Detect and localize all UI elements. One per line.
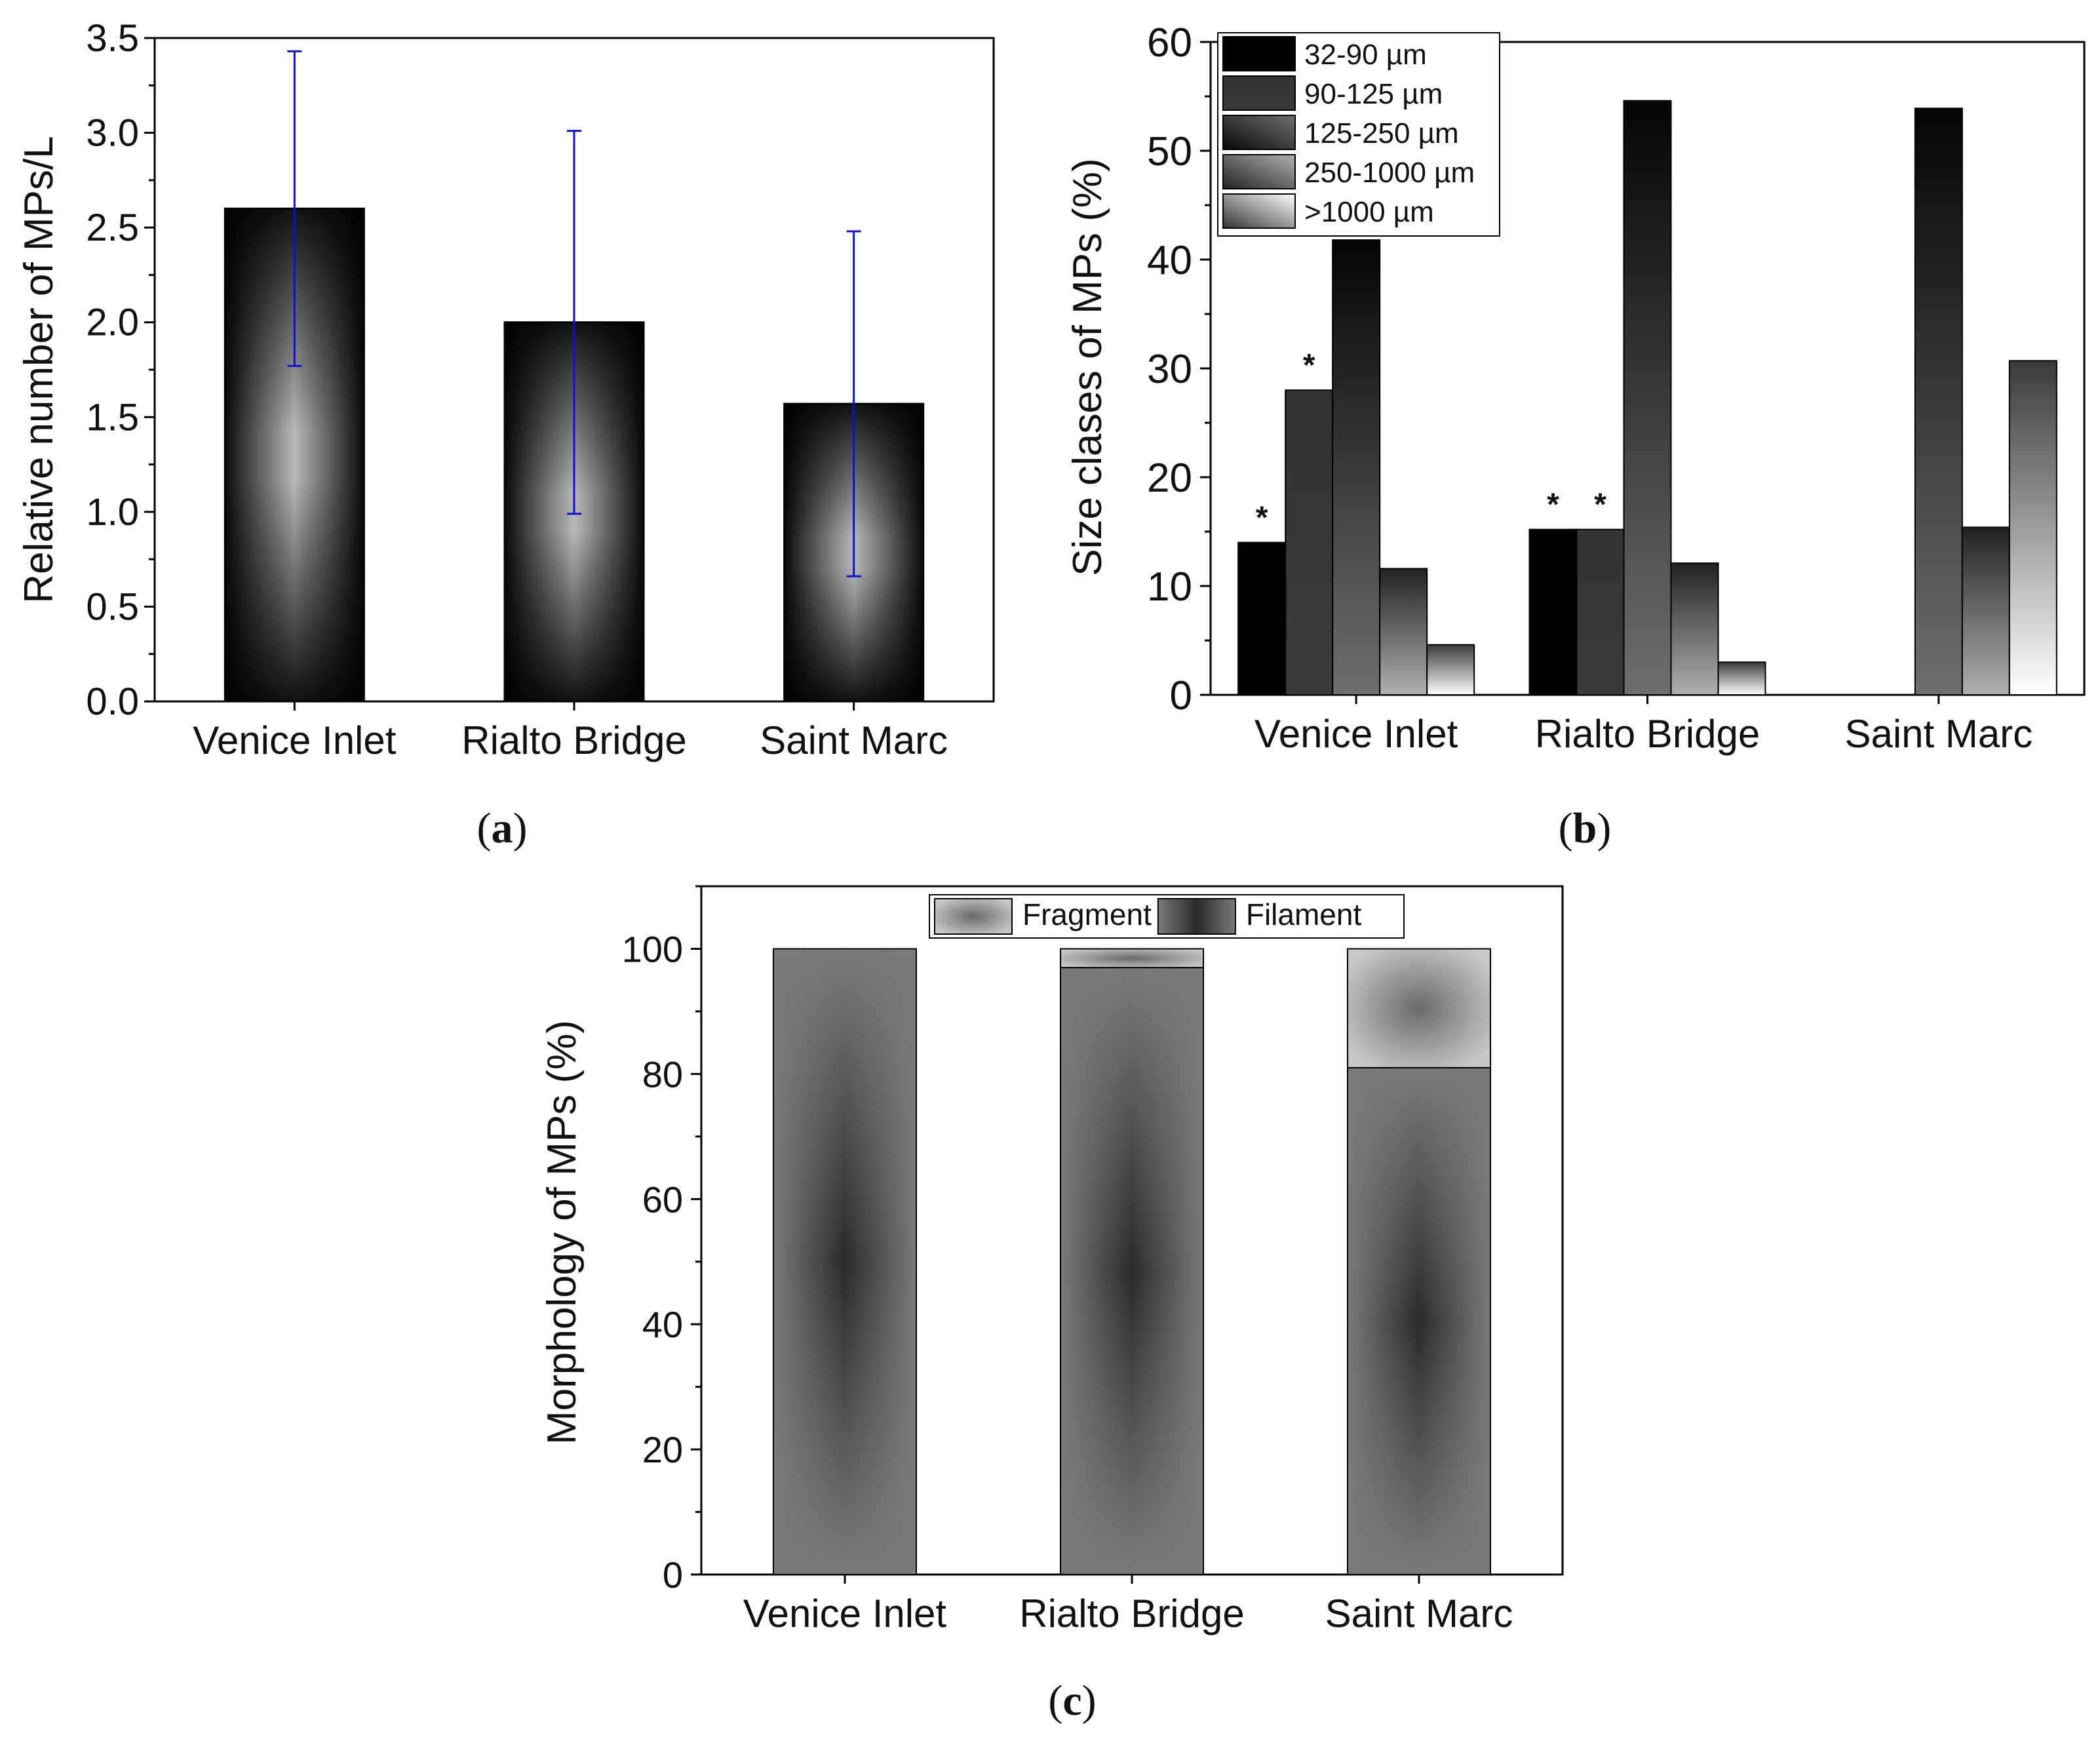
y-tick-label: 60 — [642, 1179, 683, 1220]
y-tick-label: 100 — [622, 928, 683, 969]
x-tick-label: Venice Inlet — [193, 718, 397, 762]
bar — [1670, 562, 1719, 696]
bar — [1717, 661, 1766, 696]
legend-swatch — [1222, 36, 1296, 71]
bar — [2008, 360, 2057, 695]
bar-fragment — [1060, 948, 1204, 969]
significance-marker: * — [1256, 501, 1268, 536]
y-tick-label: 40 — [642, 1304, 683, 1345]
bar — [1237, 541, 1287, 695]
y-tick-label: 3.0 — [86, 112, 139, 155]
legend-label: 250-1000 µm — [1304, 157, 1475, 189]
bar — [1914, 108, 1963, 695]
bar-filament-shade — [773, 949, 916, 1575]
x-tick-label: Rialto Bridge — [1019, 1592, 1245, 1635]
bar — [1332, 239, 1381, 695]
legend-label: 32-90 µm — [1304, 39, 1427, 71]
y-axis-label-a: Relative number of MPs/L — [16, 136, 62, 603]
y-tick-label: 0 — [663, 1554, 683, 1596]
panel-label-a: (a) — [477, 804, 528, 852]
x-tick-label: Rialto Bridge — [461, 718, 687, 762]
significance-marker: * — [1594, 488, 1606, 522]
significance-marker: * — [1303, 348, 1315, 383]
y-tick-label: 1.0 — [86, 491, 139, 534]
legend-swatch — [1222, 75, 1296, 111]
legend-label: 90-125 µm — [1304, 78, 1443, 110]
legend-swatch — [1222, 193, 1296, 229]
panel-c: 0 20 40 60 80 100 Venice Inlet Rialto Bridge Sa… — [539, 885, 1564, 1725]
y-tick-label: 20 — [642, 1429, 683, 1470]
significance-marker: * — [1547, 488, 1559, 522]
y-tick-label: 1.5 — [86, 396, 139, 439]
panel-label-b: (b) — [1559, 804, 1612, 852]
legend-label: Fragment — [1022, 897, 1152, 931]
panel-label-c: (c) — [1048, 1677, 1096, 1725]
y-tick-label: 0 — [1170, 673, 1192, 718]
bar — [1426, 644, 1475, 696]
y-tick-label: 60 — [1147, 20, 1192, 66]
bar — [1961, 526, 2010, 695]
x-tick-label: Saint Marc — [1325, 1592, 1513, 1635]
bar-filament-shade — [1060, 968, 1203, 1575]
bar — [1285, 389, 1334, 695]
panel-b: * * * * 0 10 20 30 40 50 60 Venice Inlet Rialto Br… — [1065, 20, 2086, 852]
y-tick-label: 2.5 — [86, 206, 139, 249]
legend-swatch — [1222, 154, 1296, 189]
y-tick-label: 80 — [642, 1053, 683, 1095]
y-tick-label: 20 — [1147, 456, 1192, 501]
bar — [1623, 100, 1672, 695]
legend-label: Filament — [1246, 897, 1362, 931]
legend-swatch — [1157, 898, 1236, 935]
bar-fragment — [1347, 948, 1491, 1068]
bar — [1379, 568, 1428, 695]
y-tick-label: 40 — [1147, 238, 1192, 283]
y-axis-label-b: Size clases of MPs (%) — [1065, 158, 1110, 576]
bar — [1576, 528, 1625, 695]
legend-c: Fragment Filament — [929, 894, 1405, 939]
panel-a: 0.0 0.5 1.0 1.5 2.0 2.5 3.0 3.5 Venice Inlet Ria… — [16, 17, 995, 852]
legend-label: >1000 µm — [1304, 196, 1434, 228]
x-tick-label: Venice Inlet — [743, 1592, 947, 1635]
y-tick-label: 50 — [1147, 129, 1192, 174]
x-tick-label: Venice Inlet — [1254, 712, 1458, 756]
x-tick-label: Saint Marc — [760, 718, 948, 762]
x-tick-label: Saint Marc — [1844, 712, 2032, 756]
y-tick-label: 0.5 — [86, 585, 139, 628]
legend-swatch — [934, 898, 1013, 935]
y-tick-label: 0.0 — [86, 680, 139, 723]
bar — [1528, 528, 1578, 695]
y-tick-label: 2.0 — [86, 302, 139, 344]
bar-filament-shade — [1348, 1067, 1490, 1575]
y-axis-label-c: Morphology of MPs (%) — [539, 1020, 585, 1445]
x-tick-label: Rialto Bridge — [1535, 712, 1760, 756]
y-tick-label: 10 — [1147, 564, 1192, 610]
legend-label: 125-250 µm — [1304, 117, 1459, 149]
y-tick-label: 30 — [1147, 347, 1192, 392]
legend-b: 32-90 µm 90-125 µm 125-250 µm 250-1000 µm >1… — [1217, 32, 1500, 237]
y-tick-label: 3.5 — [86, 17, 139, 60]
legend-swatch — [1222, 115, 1296, 150]
